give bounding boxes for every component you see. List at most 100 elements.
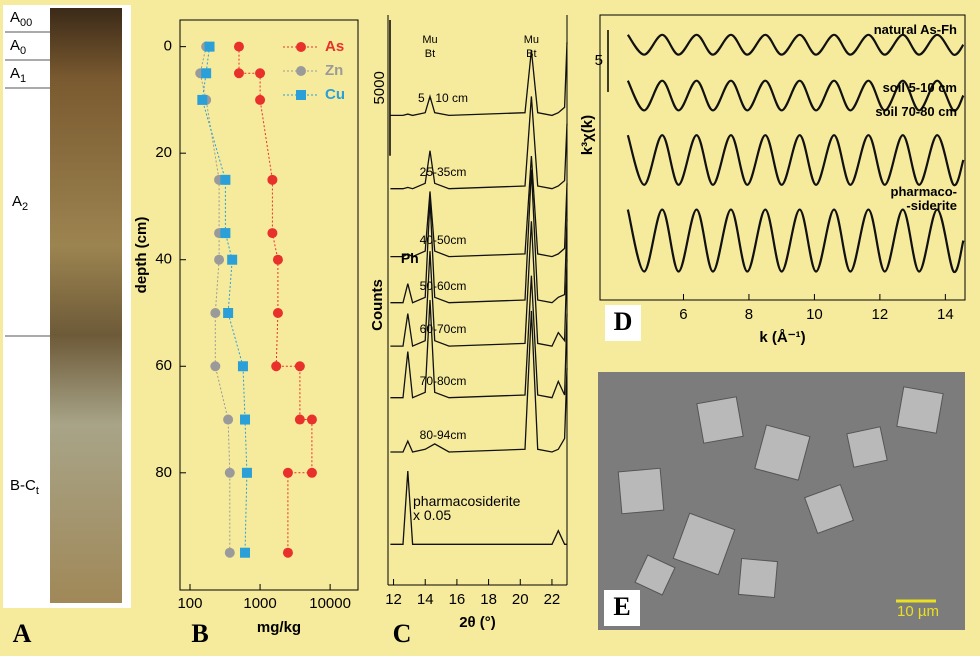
panel-letter: C [393, 619, 412, 648]
marker [240, 548, 250, 558]
crystal [697, 397, 743, 443]
marker [225, 468, 235, 478]
series-line [628, 135, 964, 185]
panel-letter: D [614, 307, 633, 336]
series-line [200, 47, 230, 553]
scale-bar-label: 10 µm [897, 603, 939, 620]
series-line [202, 47, 247, 553]
marker [223, 415, 233, 425]
horizon-main: A [10, 65, 20, 82]
x-tick-label: 18 [480, 591, 497, 608]
series-label: soil 70-80 cm [875, 105, 957, 119]
x-tick-label: 10000 [309, 595, 351, 612]
marker [283, 468, 293, 478]
x-tick-label: 100 [177, 595, 202, 612]
figure-canvas: A00 A0 A1 A2 B-Ct 10 µm A B C D E 100100… [0, 0, 980, 656]
figure: A00 A0 A1 A2 B-Ct 10 µm A B C D E 100100… [0, 0, 980, 656]
x-tick-label: 6 [679, 306, 687, 323]
marker [255, 68, 265, 78]
marker [242, 468, 252, 478]
y-tick-label: 0 [164, 38, 172, 55]
marker [223, 308, 233, 318]
series-label: 25-35cm [408, 165, 478, 179]
series-label: pharmacosiderite x 0.05 [413, 494, 520, 522]
annotation: Mu Bt [519, 33, 543, 61]
crystal [618, 468, 664, 514]
series-label: soil 5-10 cm [883, 81, 957, 95]
marker [267, 228, 277, 238]
annotation: Ph [398, 251, 422, 265]
marker [307, 468, 317, 478]
crystal [897, 387, 943, 433]
marker [307, 415, 317, 425]
y-axis-label: depth (cm) [133, 217, 150, 294]
x-tick-label: 12 [872, 306, 889, 323]
x-tick-label: 14 [417, 591, 434, 608]
panel-letter: B [191, 619, 208, 648]
series-label: natural As-Fh [874, 23, 957, 37]
series-label: 60-70cm [408, 322, 478, 336]
legend-marker [296, 90, 306, 100]
marker [271, 361, 281, 371]
marker [214, 255, 224, 265]
y-tick-label: 80 [155, 464, 172, 481]
y-tick-label: 60 [155, 357, 172, 374]
marker [234, 68, 244, 78]
x-axis-label: mg/kg [257, 619, 301, 636]
x-tick-label: 1000 [243, 595, 276, 612]
marker [227, 255, 237, 265]
marker [225, 548, 235, 558]
scale-bar-label: 5000 [371, 71, 388, 104]
x-axis-label: k (Å⁻¹) [759, 329, 805, 346]
marker [210, 361, 220, 371]
marker [220, 228, 230, 238]
horizon-main: A [10, 37, 20, 54]
marker [210, 308, 220, 318]
horizon-sub: 0 [20, 45, 26, 57]
series-label: 40-50cm [408, 233, 478, 247]
series-label: 50-60cm [408, 279, 478, 293]
marker [220, 175, 230, 185]
crystal [738, 558, 777, 597]
crystal [847, 427, 887, 467]
series-label: pharmaco- -siderite [891, 185, 957, 213]
x-tick-label: 14 [937, 306, 954, 323]
legend-label: As [325, 38, 344, 55]
x-tick-label: 12 [385, 591, 402, 608]
series-line [628, 210, 964, 273]
horizon-main: B-C [10, 477, 36, 494]
x-tick-label: 8 [745, 306, 753, 323]
marker [255, 95, 265, 105]
marker [273, 255, 283, 265]
series-label: 70-80cm [408, 374, 478, 388]
marker [295, 361, 305, 371]
marker [234, 42, 244, 52]
marker [205, 42, 215, 52]
legend-marker [296, 42, 306, 52]
marker [267, 175, 277, 185]
legend-label: Cu [325, 86, 345, 103]
horizon-main: A [10, 9, 20, 26]
y-axis-label: Counts [369, 279, 386, 331]
horizon-label: B-Ct [10, 477, 39, 497]
horizon-main: A [12, 193, 22, 210]
series-line [628, 35, 964, 55]
legend-label: Zn [325, 62, 343, 79]
x-tick-label: 22 [544, 591, 561, 608]
horizon-sub: 1 [20, 73, 26, 85]
profile-photo [50, 8, 122, 603]
x-tick-label: 20 [512, 591, 529, 608]
series-label: 80-94cm [408, 428, 478, 442]
horizon-sub: 2 [22, 201, 28, 213]
marker [240, 415, 250, 425]
marker [295, 415, 305, 425]
y-tick-label: 20 [155, 144, 172, 161]
marker [201, 68, 211, 78]
panel-letter: A [13, 619, 32, 648]
y-tick-label: 40 [155, 251, 172, 268]
scale-bar-label: 5 [595, 52, 603, 69]
y-axis-label: k³χ(k) [579, 115, 596, 155]
marker [238, 361, 248, 371]
marker [197, 95, 207, 105]
x-axis-label: 2θ (°) [459, 614, 496, 631]
